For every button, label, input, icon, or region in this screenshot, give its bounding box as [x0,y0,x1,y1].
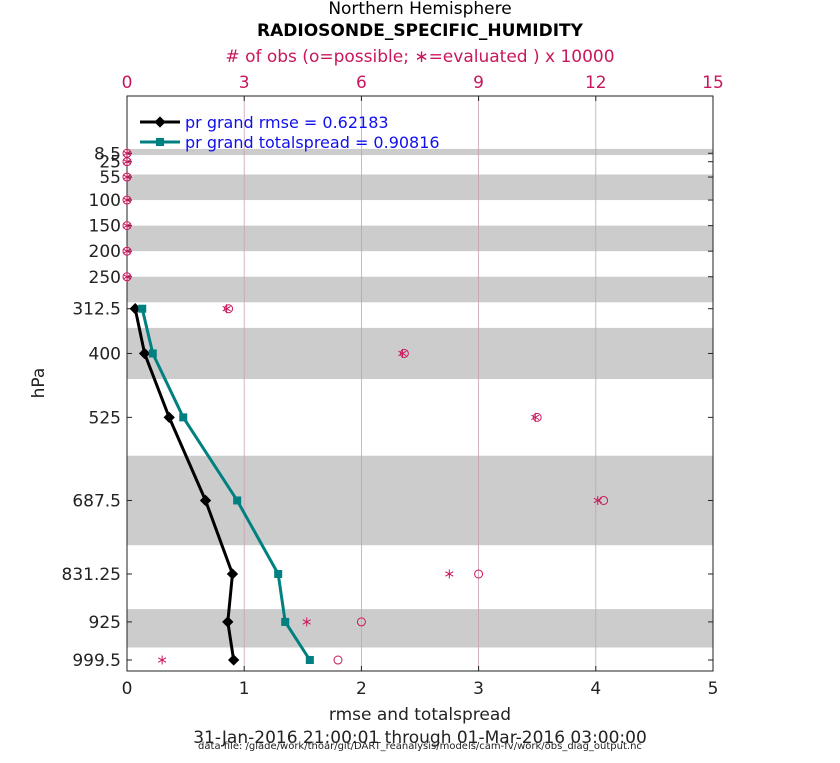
y-tick-label: 200 [89,242,121,262]
rmse-point [226,568,239,580]
y-tick-label: 687.5 [72,491,121,511]
shaded-band [127,148,713,156]
totalspread-point [148,349,157,358]
legend-label-spread: pr grand totalspread = 0.90816 [185,133,440,152]
y-tick-label: 8.5 [94,144,121,164]
series-lines [129,303,314,666]
top-tick-label: 0 [122,73,133,93]
obs-markers [122,148,609,665]
rmse-point [227,654,240,666]
obs-evaluated-marker [122,157,132,167]
rmse-point [129,303,141,315]
y-tick-label: 400 [89,344,121,364]
obs-evaluated-marker [445,569,454,579]
obs-evaluated-marker [398,348,407,358]
top-tick-label: 15 [702,73,724,93]
bottom-axis-ticks: 0 1 2 3 4 5 [122,666,719,699]
obs-evaluated-marker [302,617,311,627]
rmse-point [222,616,234,628]
shaded-band [127,609,713,648]
obs-evaluated-marker [222,304,231,314]
totalspread-point [305,656,314,665]
shaded-band [127,327,713,380]
obs-possible-marker [333,655,343,665]
obs-possible-marker [356,617,366,627]
rmse-point [138,347,151,360]
obs-evaluated-marker [531,412,540,422]
shaded-band [127,276,713,303]
y-tick-label: 999.5 [72,651,121,671]
totalspread-point [179,413,188,422]
x-tick-label: 1 [239,679,250,699]
shaded-bands [127,148,713,648]
obs-possible-marker [599,495,609,505]
obs-evaluated-marker [593,495,602,505]
y-axis-label: hPa [29,368,49,399]
obs-evaluated-marker [122,246,132,256]
grid-lines [243,96,597,671]
date-range: 31-Jan-2016 21:00:01 through 01-Mar-2016… [193,728,647,748]
y-tick-label: 525 [89,408,121,428]
obs-evaluated-marker [122,272,132,282]
totalspread-point [274,569,283,578]
obs-evaluated-marker [122,172,132,182]
chart-subtitle: RADIOSONDE_SPECIFIC_HUMIDITY [257,21,584,41]
legend-marker-spread [156,138,164,146]
y-tick-label: 25 [99,153,121,173]
obs-possible-marker [474,569,484,579]
rmse-point [199,494,212,507]
top-tick-label: 12 [585,73,607,93]
obs-evaluated-marker [158,655,167,665]
legend-marker-rmse [154,116,166,128]
top-axis-ticks: 0 3 6 9 12 15 [122,73,724,101]
shaded-band [127,174,713,201]
x-axis-label: rmse and totalspread [329,705,511,725]
y-tick-label: 831.25 [62,565,121,585]
top-tick-label: 6 [356,73,367,93]
x-tick-label: 3 [473,679,484,699]
chart-title: Northern Hemisphere [328,0,511,19]
shaded-band [127,225,713,252]
rmse-point [163,411,175,424]
y-tick-label: 250 [89,268,121,288]
obs-possible-marker [532,412,542,422]
obs-evaluated-marker [122,195,132,205]
x-tick-label: 4 [590,679,601,699]
totalspread-point [281,617,290,626]
top-tick-label: 9 [473,73,484,93]
y-tick-label: 100 [89,191,121,211]
y-tick-label: 55 [99,168,121,188]
data-file-path: data file: /glade/work/thoar/git/DART_re… [198,741,642,752]
shaded-band [127,455,713,546]
totalspread-point [233,496,242,505]
totalspread-point [138,304,147,313]
y-tick-label: 925 [89,613,121,633]
x-tick-label: 0 [122,679,133,699]
obs-evaluated-marker [122,148,132,158]
top-axis-label: # of obs (o=possible; ∗=evaluated ) x 10… [225,47,614,67]
obs-evaluated-marker [122,221,132,231]
x-tick-label: 5 [708,679,719,699]
obs-possible-marker [224,304,234,314]
obs-possible-marker [399,348,409,358]
y-tick-label: 312.5 [72,300,121,320]
top-tick-label: 3 [239,73,250,93]
plot-frame [126,95,714,672]
x-tick-label: 2 [356,679,367,699]
y-tick-label: 150 [89,217,121,237]
legend-label-rmse: pr grand rmse = 0.62183 [185,113,389,132]
legend: pr grand rmse = 0.62183 pr grand totalsp… [140,113,440,152]
